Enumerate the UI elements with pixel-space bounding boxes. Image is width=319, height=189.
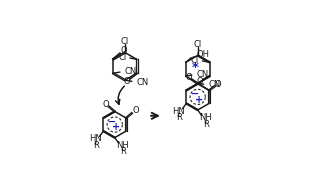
Text: CN: CN (137, 77, 149, 87)
Text: O: O (123, 77, 130, 86)
Text: Cl: Cl (121, 37, 129, 46)
Text: O: O (121, 46, 127, 55)
Text: Cl: Cl (190, 56, 198, 65)
Text: O: O (185, 73, 192, 82)
Text: Cl: Cl (194, 40, 202, 49)
Text: CN: CN (197, 70, 209, 79)
Text: +: + (112, 122, 121, 132)
Text: O: O (197, 77, 204, 86)
Text: NH: NH (116, 141, 129, 150)
Text: O: O (215, 80, 221, 89)
Text: NH: NH (199, 113, 212, 122)
Text: R: R (120, 147, 126, 156)
Text: O: O (102, 100, 109, 109)
Text: −: − (108, 117, 116, 127)
Text: R: R (203, 120, 209, 129)
Text: CN: CN (209, 80, 221, 89)
Text: O: O (132, 106, 139, 115)
Text: HN: HN (172, 107, 185, 115)
Text: R: R (93, 141, 99, 150)
Text: +: + (195, 94, 204, 105)
Text: Cl: Cl (118, 53, 126, 62)
Text: OH: OH (196, 50, 209, 59)
Text: −: − (191, 89, 199, 99)
Text: HN: HN (89, 134, 102, 143)
Text: R: R (176, 113, 182, 122)
Text: CN: CN (125, 67, 137, 76)
Text: *: * (191, 61, 198, 74)
